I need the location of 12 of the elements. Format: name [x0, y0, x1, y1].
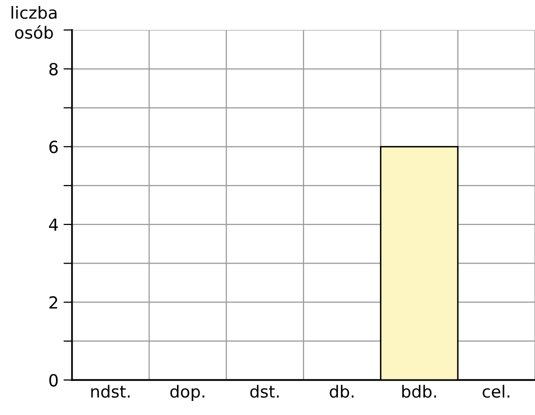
y-tick-label: 0	[49, 374, 58, 387]
x-tick-label: dst.	[250, 384, 279, 398]
x-tick-label: dop.	[170, 384, 204, 401]
y-tick-label: 6	[49, 140, 58, 154]
y-tick-label: 2	[49, 296, 58, 309]
x-tick-label: cel.	[482, 384, 510, 398]
y-tick-label: 4	[49, 218, 58, 231]
x-tick-label: bdb.	[402, 384, 436, 398]
x-tick-label: ndst.	[91, 384, 130, 398]
x-tick-label: db.	[330, 384, 354, 398]
y-tick-label: 8	[49, 62, 58, 76]
y-axis-title: liczba osób	[12, 6, 56, 39]
